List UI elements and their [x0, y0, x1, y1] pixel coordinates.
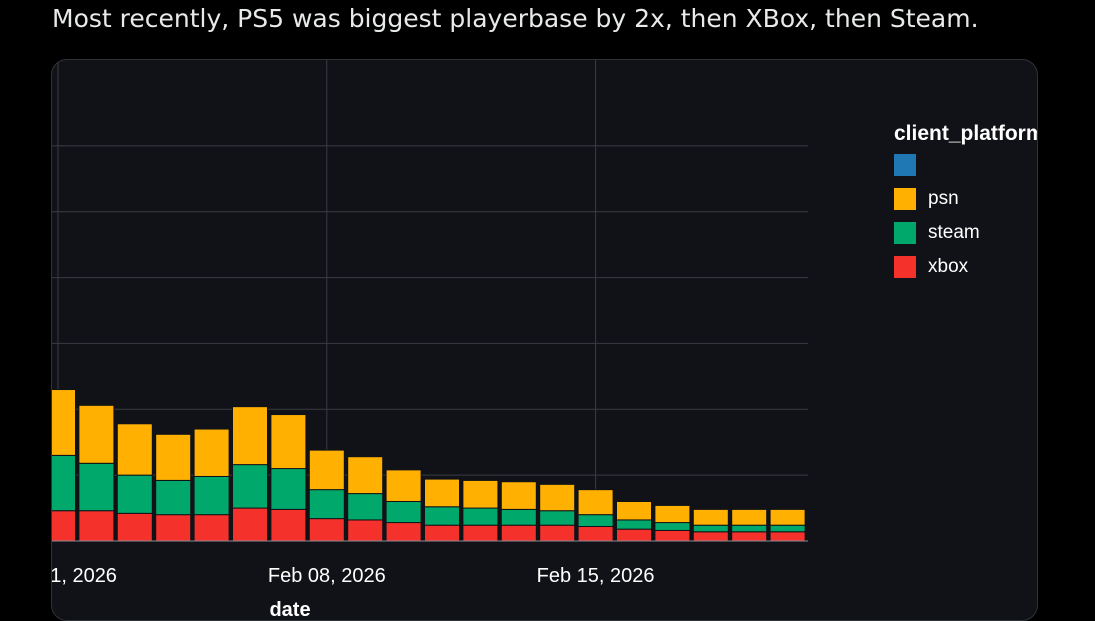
bar-segment-steam	[78, 462, 115, 512]
bar-segment-steam	[500, 508, 537, 526]
bar-segment-xbox	[539, 524, 576, 542]
bar-segment-psn	[654, 504, 691, 524]
x-tick-label: Feb 01, 2026	[52, 565, 117, 587]
bar-segment-steam	[692, 524, 729, 533]
bar-segment-steam	[731, 524, 768, 533]
chart-card: Feb 01, 2026 Feb 08, 2026 Feb 15, 2026 date…	[51, 59, 1038, 621]
bar-segment-psn	[424, 478, 460, 508]
bar-segment-psn	[577, 489, 614, 516]
bar-segment-xbox	[500, 524, 537, 542]
bar-segment-psn	[500, 481, 537, 510]
bar-segment-steam	[116, 474, 153, 514]
bar-segment-steam	[232, 464, 268, 509]
bar-segment-steam	[769, 524, 806, 533]
bar-segment-psn	[116, 423, 153, 476]
bar-segment-steam	[424, 506, 460, 526]
bar-segment-steam	[193, 475, 230, 516]
legend: client_platform psn steam xbox	[894, 120, 1038, 284]
bar-segment-steam	[155, 479, 192, 516]
bar-segment-steam	[270, 468, 307, 510]
bar-segment-psn	[616, 500, 652, 521]
legend-item-steam[interactable]: steam	[894, 216, 1037, 250]
bar-segment-xbox	[577, 526, 614, 542]
bar-segment-psn	[232, 406, 268, 466]
bar-segment-psn	[731, 508, 768, 526]
legend-title: client_platform	[894, 122, 1038, 145]
bar-segment-psn	[270, 414, 307, 470]
bar-segment-psn	[155, 433, 192, 481]
bar-segment-psn	[769, 508, 806, 526]
bar-segment-xbox	[462, 524, 499, 542]
bar-segment-xbox	[193, 514, 230, 542]
bar-segment-psn	[692, 508, 729, 526]
bar-segment-xbox	[769, 531, 806, 542]
legend-swatch	[894, 154, 916, 176]
bar-segment-psn	[52, 389, 76, 456]
bar-segment-xbox	[52, 510, 76, 542]
legend-label: steam	[928, 222, 980, 243]
bar-segment-steam	[385, 500, 422, 524]
bar-segment-psn	[347, 456, 384, 495]
bar-segment-steam	[654, 522, 691, 531]
bar-segment-xbox	[692, 531, 729, 542]
bar-segment-psn	[78, 404, 115, 464]
legend-label: xbox	[928, 256, 969, 277]
bar-segment-steam	[347, 493, 384, 521]
x-axis-title: date	[269, 599, 310, 620]
bar-segment-xbox	[731, 531, 768, 542]
bar-segment-steam	[462, 507, 499, 526]
bar-segment-psn	[385, 469, 422, 502]
bar-segment-xbox	[116, 512, 153, 542]
bar-segment-steam	[577, 514, 614, 528]
bar-segment-steam	[539, 510, 576, 526]
legend-swatch	[894, 222, 916, 244]
legend-swatch	[894, 188, 916, 210]
bar-segment-xbox	[616, 528, 652, 542]
legend-label: psn	[928, 188, 959, 209]
legend-item-blank[interactable]	[894, 148, 1037, 182]
bar-segment-xbox	[232, 507, 268, 542]
bar-segment-xbox	[385, 522, 422, 542]
bar-segment-xbox	[347, 519, 384, 542]
x-tick-label: Feb 08, 2026	[268, 565, 386, 587]
bar-segment-xbox	[654, 529, 691, 542]
bar-segment-psn	[462, 479, 499, 509]
stacked-bar-chart: Feb 01, 2026 Feb 08, 2026 Feb 15, 2026 date	[52, 60, 808, 620]
bar-segment-steam	[308, 489, 345, 520]
bar-segment-xbox	[424, 524, 460, 542]
legend-swatch	[894, 256, 916, 278]
legend-item-psn[interactable]: psn	[894, 182, 1037, 216]
bar-segment-steam	[52, 454, 76, 512]
x-tick-label: Feb 15, 2026	[537, 565, 655, 587]
post-caption: Most recently, PS5 was biggest playerbas…	[52, 4, 979, 33]
bar-segment-psn	[308, 449, 345, 491]
bar-segment-steam	[616, 519, 652, 530]
bar-segment-xbox	[270, 508, 307, 542]
bar-segment-psn	[193, 428, 230, 477]
legend-item-xbox[interactable]: xbox	[894, 250, 1037, 284]
bar-segment-psn	[539, 483, 576, 512]
bar-segment-xbox	[308, 518, 345, 542]
bar-segment-xbox	[78, 510, 115, 542]
bar-segment-xbox	[155, 514, 192, 542]
